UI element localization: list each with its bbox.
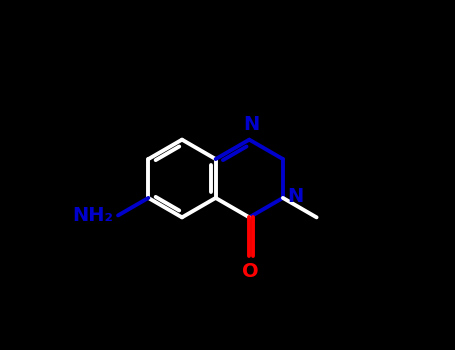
Text: N: N — [243, 116, 259, 134]
Text: NH₂: NH₂ — [72, 206, 114, 225]
Text: N: N — [287, 187, 303, 206]
Text: O: O — [243, 262, 259, 281]
